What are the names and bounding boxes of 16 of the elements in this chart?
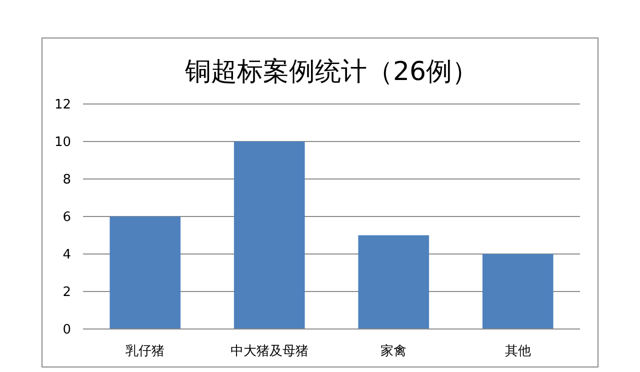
y-tick-label: 0 bbox=[62, 322, 71, 338]
x-tick-label: 中大猪及母猪 bbox=[230, 344, 308, 359]
x-tick-label: 乳仔猪 bbox=[126, 344, 165, 359]
bar bbox=[482, 254, 554, 329]
y-tick-label: 4 bbox=[62, 248, 71, 263]
x-tick-label: 其他 bbox=[504, 344, 531, 359]
bar bbox=[234, 142, 305, 329]
y-tick-label: 2 bbox=[62, 285, 71, 300]
x-tick-label: 家禽 bbox=[380, 343, 407, 359]
bar bbox=[110, 216, 181, 329]
y-tick-label: 8 bbox=[62, 172, 71, 188]
bar bbox=[358, 235, 430, 329]
y-tick-label: 12 bbox=[54, 98, 71, 113]
y-tick-label: 6 bbox=[62, 210, 71, 226]
y-tick-label: 10 bbox=[54, 135, 71, 150]
chart-title: 铜超标案例统计（26例） bbox=[184, 57, 478, 87]
